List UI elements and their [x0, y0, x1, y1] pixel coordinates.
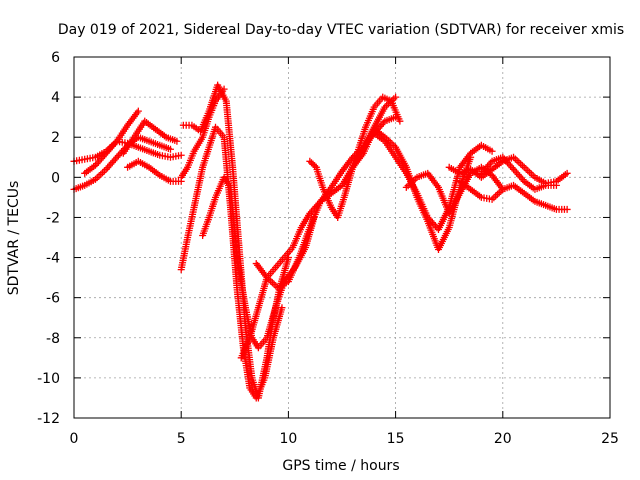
y-tick-label: 6	[51, 50, 60, 66]
series-arc-10	[237, 113, 400, 362]
data-point	[563, 169, 571, 177]
series-arc-3	[81, 107, 142, 177]
series-arc-4	[119, 117, 181, 157]
data-point	[311, 162, 319, 170]
x-axis-label: GPS time / hours	[282, 458, 399, 474]
y-tick-label: 4	[51, 90, 60, 106]
y-tick-label: -4	[46, 251, 60, 267]
series-arc-2	[70, 133, 174, 193]
series-arc-15	[402, 163, 507, 217]
y-tick-label: 2	[51, 130, 60, 146]
x-tick-label: 15	[387, 431, 405, 447]
x-tick-label: 5	[177, 431, 186, 447]
y-tick-label: -10	[37, 371, 60, 387]
data-point	[177, 151, 185, 159]
x-tick-label: 10	[279, 431, 297, 447]
y-tick-label: 0	[51, 170, 60, 186]
series-arc-5	[124, 157, 185, 185]
x-tick-label: 25	[601, 431, 619, 447]
series-arc-6	[177, 85, 228, 181]
series-arc-12	[306, 93, 404, 221]
data-point	[309, 160, 317, 168]
x-tick-label: 20	[494, 431, 512, 447]
y-axis-label: SDTVAR / TECUs	[6, 181, 22, 296]
data-point	[173, 137, 181, 145]
data-point	[392, 93, 400, 101]
data-point	[396, 117, 404, 125]
x-tick-label: 0	[70, 431, 79, 447]
data-point	[552, 181, 560, 189]
y-tick-label: -2	[46, 210, 60, 226]
chart-title: Day 019 of 2021, Sidereal Day-to-day VTE…	[58, 22, 624, 38]
data-point	[166, 145, 174, 153]
plot-frame	[73, 56, 611, 419]
y-tick-label: -8	[46, 331, 60, 347]
y-tick-label: -6	[46, 291, 60, 307]
axis-ticks: 0 5 10 15 20 25 -12 -10 -8 -6 -4 -2 0 2 4 6	[37, 50, 619, 447]
data-point	[563, 205, 571, 213]
series-arc-18	[477, 153, 560, 193]
data-point	[306, 157, 314, 165]
data-point	[134, 107, 142, 115]
data-point	[307, 159, 315, 167]
data-point	[488, 147, 496, 155]
y-tick-label: -12	[37, 411, 60, 427]
data-point	[278, 304, 286, 312]
data-points	[70, 81, 571, 402]
series-arc-17	[456, 177, 571, 213]
